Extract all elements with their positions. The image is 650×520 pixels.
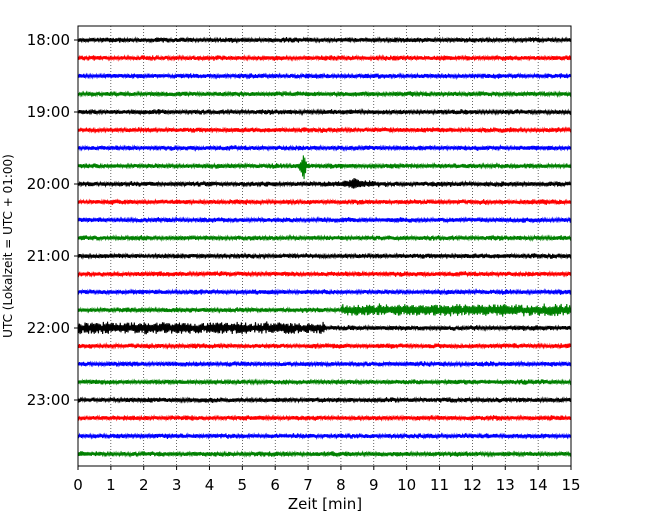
y-tick-label: 18:00 [27, 31, 70, 49]
x-tick-label: 14 [529, 476, 548, 494]
trace-2315 [77, 414, 572, 422]
x-tick-label: 2 [139, 476, 149, 494]
x-tick-label: 12 [463, 476, 482, 494]
x-tick-label: 13 [496, 476, 515, 494]
y-tick-label: 23:00 [27, 391, 70, 409]
trace-2200 [77, 321, 572, 335]
y-tick-label: 19:00 [27, 103, 70, 121]
trace-2145 [77, 303, 572, 317]
trace-2045 [77, 234, 572, 242]
trace-1900 [77, 108, 572, 116]
x-tick-label: 0 [73, 476, 83, 494]
trace-1915 [77, 126, 572, 134]
x-tick-label: 7 [303, 476, 313, 494]
x-tick-label: 4 [205, 476, 215, 494]
x-tick-label: 10 [397, 476, 416, 494]
trace-2030 [77, 215, 572, 224]
trace-2130 [77, 288, 572, 296]
y-tick-label: 21:00 [27, 247, 70, 265]
trace-1800 [77, 36, 572, 44]
x-grid [110, 26, 539, 466]
x-axis: 0 1 2 3 4 5 6 7 8 9 10 11 12 13 14 15 [73, 466, 581, 494]
trace-2300 [77, 396, 572, 404]
trace-2330 [77, 432, 572, 440]
trace-2245 [77, 378, 572, 386]
x-tick-label: 15 [561, 476, 580, 494]
y-tick-label: 22:00 [27, 319, 70, 337]
x-tick-label: 8 [336, 476, 346, 494]
trace-2215 [77, 341, 572, 350]
trace-1845 [77, 90, 572, 98]
y-axis: 18:00 19:00 20:00 21:00 22:00 23:00 [27, 31, 78, 409]
plot-frame [77, 25, 572, 467]
trace-1945 [77, 155, 572, 180]
y-axis-label: UTC (Lokalzeit = UTC + 01:00) [1, 154, 15, 338]
x-tick-label: 3 [172, 476, 182, 494]
trace-2230 [77, 360, 572, 368]
trace-2115 [77, 270, 572, 278]
trace-2345 [77, 450, 572, 458]
x-tick-label: 6 [270, 476, 280, 494]
x-axis-label: Zeit [min] [288, 495, 362, 513]
trace-2015 [77, 198, 572, 206]
trace-2000 [77, 178, 572, 189]
trace-1830 [77, 72, 572, 81]
x-tick-label: 11 [430, 476, 449, 494]
trace-1815 [77, 54, 572, 62]
x-tick-label: 1 [106, 476, 116, 494]
trace-1930 [77, 144, 572, 152]
x-tick-label: 5 [238, 476, 248, 494]
x-tick-label: 9 [369, 476, 379, 494]
y-tick-label: 20:00 [27, 175, 70, 193]
seismic-traces [77, 36, 572, 458]
trace-2100 [77, 252, 572, 260]
